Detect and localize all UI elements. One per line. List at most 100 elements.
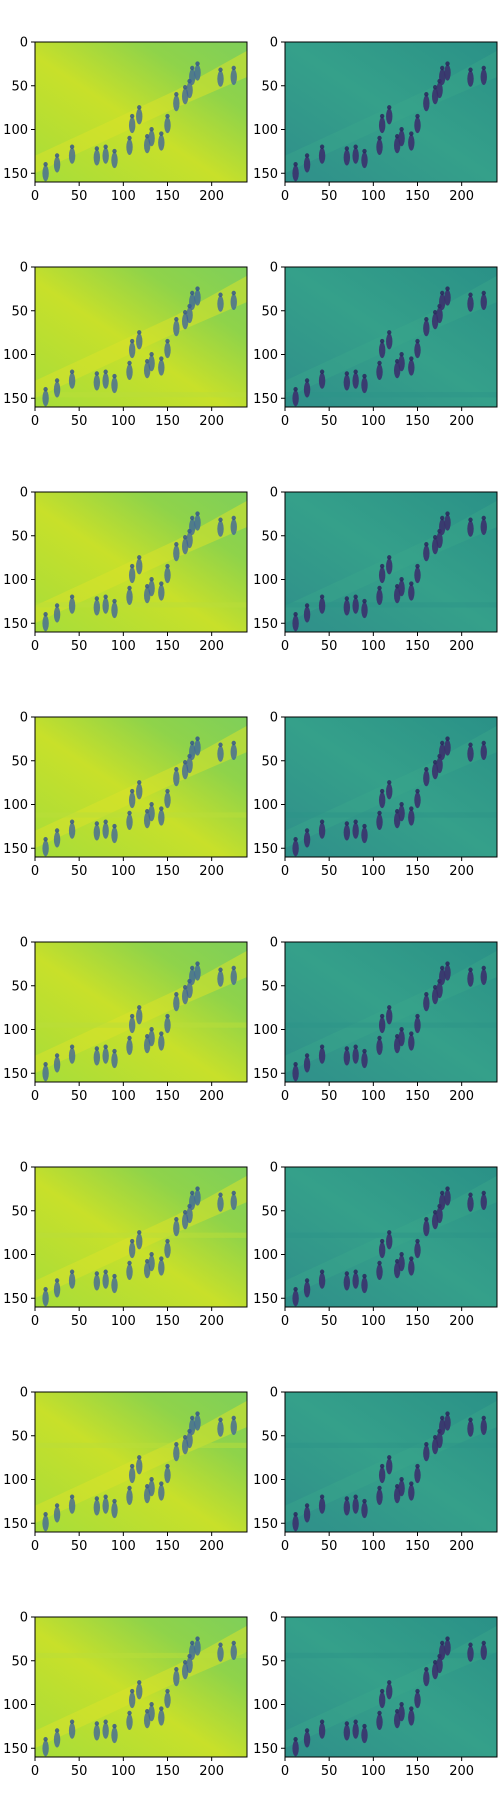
figure-mark — [376, 364, 383, 380]
figure-mark — [292, 840, 299, 857]
figure-mark — [158, 1259, 165, 1276]
y-tick-label: 0 — [270, 36, 278, 51]
figure-mark — [480, 294, 487, 310]
figure-mark — [164, 342, 171, 359]
x-tick-label: 100 — [361, 639, 386, 654]
figure-mark — [378, 342, 386, 359]
figure-mark — [93, 599, 101, 616]
figure-head-mark — [293, 387, 298, 392]
x-tick-label: 0 — [31, 414, 39, 429]
figure-mark — [398, 1255, 405, 1272]
x-tick-label: 50 — [71, 1089, 88, 1104]
figure-mark — [93, 1499, 101, 1516]
figure-head-mark — [377, 1485, 382, 1491]
figure-mark — [126, 1714, 133, 1730]
figure-mark — [189, 1644, 196, 1660]
figure-mark — [136, 783, 143, 800]
figure-mark — [186, 1432, 193, 1449]
figure-head-mark — [409, 131, 414, 136]
y-tick-label: 150 — [3, 1292, 28, 1307]
artifact-band — [285, 1442, 497, 1448]
artifact-band — [285, 1022, 497, 1028]
y-tick-label: 50 — [261, 979, 278, 994]
figure-mark — [158, 1484, 165, 1501]
figure-mark — [42, 615, 49, 632]
y-tick-label: 0 — [270, 1161, 278, 1176]
figure-head-mark — [159, 1031, 164, 1036]
x-tick-label: 50 — [71, 1764, 88, 1779]
figure-mark — [230, 519, 237, 535]
figure-head-mark — [468, 742, 473, 747]
figure-head-mark — [129, 1013, 135, 1019]
figure-head-mark — [69, 144, 75, 149]
y-tick-label: 0 — [270, 1611, 278, 1626]
figure-mark — [318, 1272, 326, 1289]
y-tick-label: 150 — [253, 1517, 278, 1532]
panel-r3-c2: 0 50 100 150 200 0 50 100 150 — [253, 486, 498, 654]
y-tick-label: 100 — [253, 348, 278, 363]
figure-head-mark — [387, 1680, 392, 1685]
figure-mark — [423, 770, 430, 787]
figure-mark — [352, 372, 359, 389]
x-tick-label: 150 — [405, 864, 430, 879]
figure-head-mark — [394, 809, 400, 814]
figure-head-mark — [159, 356, 164, 361]
figure-head-mark — [319, 819, 325, 824]
figure-head-mark — [394, 359, 400, 364]
figure-mark — [378, 792, 386, 809]
x-tick-label: 100 — [111, 639, 136, 654]
figure-mark — [68, 597, 76, 614]
figure-head-mark — [190, 290, 195, 296]
y-tick-label: 0 — [270, 1386, 278, 1401]
figure-mark — [467, 295, 474, 312]
figure-mark — [423, 320, 430, 337]
figure-mark — [423, 1220, 430, 1237]
figure-mark — [136, 1683, 143, 1700]
artifact-band — [285, 1652, 497, 1659]
figure-mark — [128, 1692, 136, 1709]
artifact-band — [285, 392, 497, 398]
figure-mark — [292, 1740, 299, 1757]
figure-mark — [230, 969, 237, 985]
figure-mark — [303, 1506, 311, 1523]
figure-head-mark — [54, 1278, 60, 1283]
x-tick-label: 200 — [199, 1764, 224, 1779]
figure-mark — [439, 294, 446, 310]
figure-head-mark — [127, 135, 132, 141]
figure-mark — [467, 970, 474, 987]
y-tick-label: 150 — [3, 1517, 28, 1532]
figure-mark — [217, 745, 224, 762]
figure-mark — [292, 1065, 299, 1082]
figure-head-mark — [54, 378, 60, 383]
y-tick-label: 150 — [3, 617, 28, 632]
figure-head-mark — [468, 1642, 473, 1647]
figure-mark — [376, 1039, 383, 1055]
figure-mark — [148, 580, 155, 597]
y-tick-label: 100 — [3, 1473, 28, 1488]
figure-head-mark — [195, 736, 200, 741]
figure-head-mark — [218, 742, 223, 747]
y-tick-label: 50 — [261, 304, 278, 319]
figure-head-mark — [165, 563, 170, 569]
figure-mark — [398, 1480, 405, 1497]
figure-mark — [148, 1705, 155, 1722]
figure-mark — [439, 1419, 446, 1435]
artifact-band — [35, 1652, 247, 1659]
y-tick-label: 100 — [253, 1023, 278, 1038]
figure-mark — [148, 130, 155, 147]
figure-mark — [164, 792, 171, 809]
figure-mark — [186, 757, 193, 774]
figure-mark — [126, 1039, 133, 1055]
figure-head-mark — [127, 810, 132, 816]
figure-mark — [480, 744, 487, 760]
figure-head-mark — [387, 555, 392, 560]
y-tick-label: 50 — [11, 529, 28, 544]
figure-head-mark — [344, 371, 350, 376]
figure-head-mark — [195, 61, 200, 66]
y-tick-label: 0 — [20, 1386, 28, 1401]
figure-head-mark — [362, 148, 367, 154]
figure-mark — [111, 602, 118, 619]
figure-head-mark — [174, 767, 179, 772]
figure-head-mark — [69, 1044, 75, 1049]
figure-head-mark — [319, 594, 325, 599]
